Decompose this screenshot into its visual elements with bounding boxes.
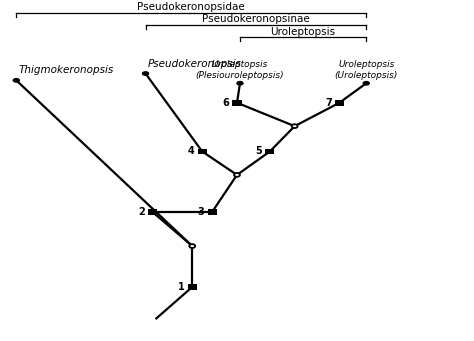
Circle shape — [236, 81, 244, 86]
Text: 1: 1 — [178, 282, 184, 292]
Text: 3: 3 — [198, 207, 204, 217]
Bar — [148, 209, 157, 215]
Text: 7: 7 — [325, 98, 332, 108]
Circle shape — [234, 173, 240, 177]
Text: 6: 6 — [222, 98, 229, 108]
Text: Uroleptopsis: Uroleptopsis — [271, 27, 336, 37]
Bar — [188, 284, 197, 290]
Bar — [335, 100, 344, 106]
Circle shape — [189, 244, 195, 248]
Text: 5: 5 — [255, 147, 262, 157]
Bar — [265, 149, 274, 154]
Text: Pseudokeronopsis: Pseudokeronopsis — [148, 59, 242, 69]
Text: Pseudokeronopsidae: Pseudokeronopsidae — [137, 2, 245, 13]
Bar — [232, 100, 242, 106]
Text: Uroleptopsis
(Plesiouroleptopsis): Uroleptopsis (Plesiouroleptopsis) — [196, 60, 284, 80]
Text: Uroleptopsis
(Uroleptopsis): Uroleptopsis (Uroleptopsis) — [335, 60, 398, 80]
Circle shape — [292, 124, 298, 128]
Circle shape — [12, 78, 20, 83]
Text: Thigmokeronopsis: Thigmokeronopsis — [19, 65, 114, 75]
Circle shape — [142, 71, 149, 76]
Text: 2: 2 — [138, 207, 145, 217]
Bar — [198, 149, 207, 154]
Text: 4: 4 — [188, 147, 194, 157]
Circle shape — [363, 81, 370, 86]
Text: Pseudokeronopsinae: Pseudokeronopsinae — [202, 14, 310, 24]
Bar — [208, 209, 217, 215]
